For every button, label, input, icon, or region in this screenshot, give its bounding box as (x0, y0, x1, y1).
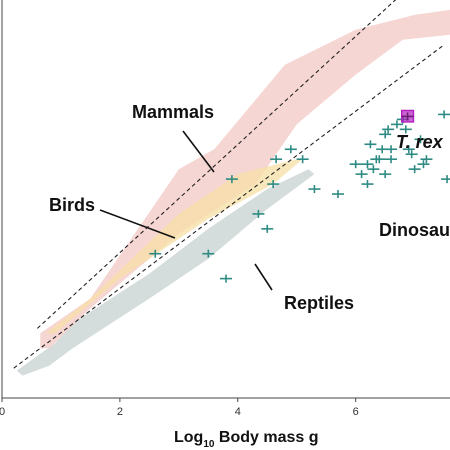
dinosaurs-label: Dinosau (379, 220, 450, 240)
x-axis-title-sub: 10 (203, 439, 215, 450)
trex-point (401, 112, 414, 121)
dinosaur-point (385, 145, 398, 154)
x-tick-label: 0 (0, 406, 5, 418)
reptiles-label: Reptiles (284, 293, 354, 313)
dinosaur-point (308, 185, 321, 194)
mammals-leader-line (182, 130, 215, 173)
dinosaur-point (408, 165, 421, 174)
dinosaur-point (414, 135, 427, 144)
dinosaur-point (220, 274, 232, 283)
dinosaur-point (252, 209, 265, 218)
dinosaur-point (379, 170, 392, 179)
dinosaur-point (402, 145, 415, 154)
dinosaur-point (225, 175, 238, 184)
dinosaur-point (202, 249, 215, 258)
axes-layer (1, 0, 450, 399)
dinosaur-point (441, 175, 450, 184)
mammals-label: Mammals (132, 102, 214, 122)
dinosaur-points-layer (149, 109, 450, 283)
dinosaur-point (438, 110, 450, 119)
x-tick-label: 4 (235, 406, 241, 418)
reptiles-leader-line (254, 263, 273, 291)
x-tick-label: 6 (353, 406, 359, 418)
dinosaur-point (367, 165, 380, 174)
dinosaur-point (361, 180, 374, 189)
dinosaur-point (364, 140, 377, 149)
x-tick-layer: 0 2 4 6 (0, 398, 359, 418)
dinosaur-point (149, 249, 162, 258)
dinosaur-point (355, 170, 368, 179)
dinosaur-point (420, 155, 433, 164)
x-axis-title-rest: Body mass g (214, 429, 318, 446)
dinosaur-point (379, 130, 392, 139)
trendline-lower (13, 44, 445, 369)
x-axis-title: Log10 Body mass g (174, 429, 318, 450)
trendline-layer (13, 0, 445, 369)
dinosaur-point (399, 125, 412, 134)
dinosaur-point (332, 190, 344, 199)
trendline-upper (36, 0, 397, 329)
birds-region (46, 159, 303, 334)
dinosaur-point (390, 120, 403, 129)
dinosaur-point (267, 180, 280, 189)
birds-label: Birds (49, 195, 95, 215)
region-layer (16, 9, 450, 376)
dinosaur-point (296, 155, 309, 164)
dinosaur-point (373, 155, 386, 164)
dinosaur-point (417, 160, 430, 169)
dinosaur-point (385, 155, 398, 164)
x-axis-title-main: Log (174, 429, 203, 446)
dinosaur-point (261, 224, 274, 233)
dinosaur-point (284, 145, 297, 154)
reptiles-region (16, 169, 315, 376)
trex-label: T. rex (396, 132, 444, 152)
dinosaur-point (361, 160, 374, 169)
birds-leader-line (99, 209, 176, 239)
x-tick-label: 2 (117, 406, 123, 418)
dinosaur-point (405, 150, 418, 159)
dinosaur-point (349, 160, 362, 169)
dinosaur-point (382, 125, 395, 134)
dinosaur-point (270, 155, 283, 164)
